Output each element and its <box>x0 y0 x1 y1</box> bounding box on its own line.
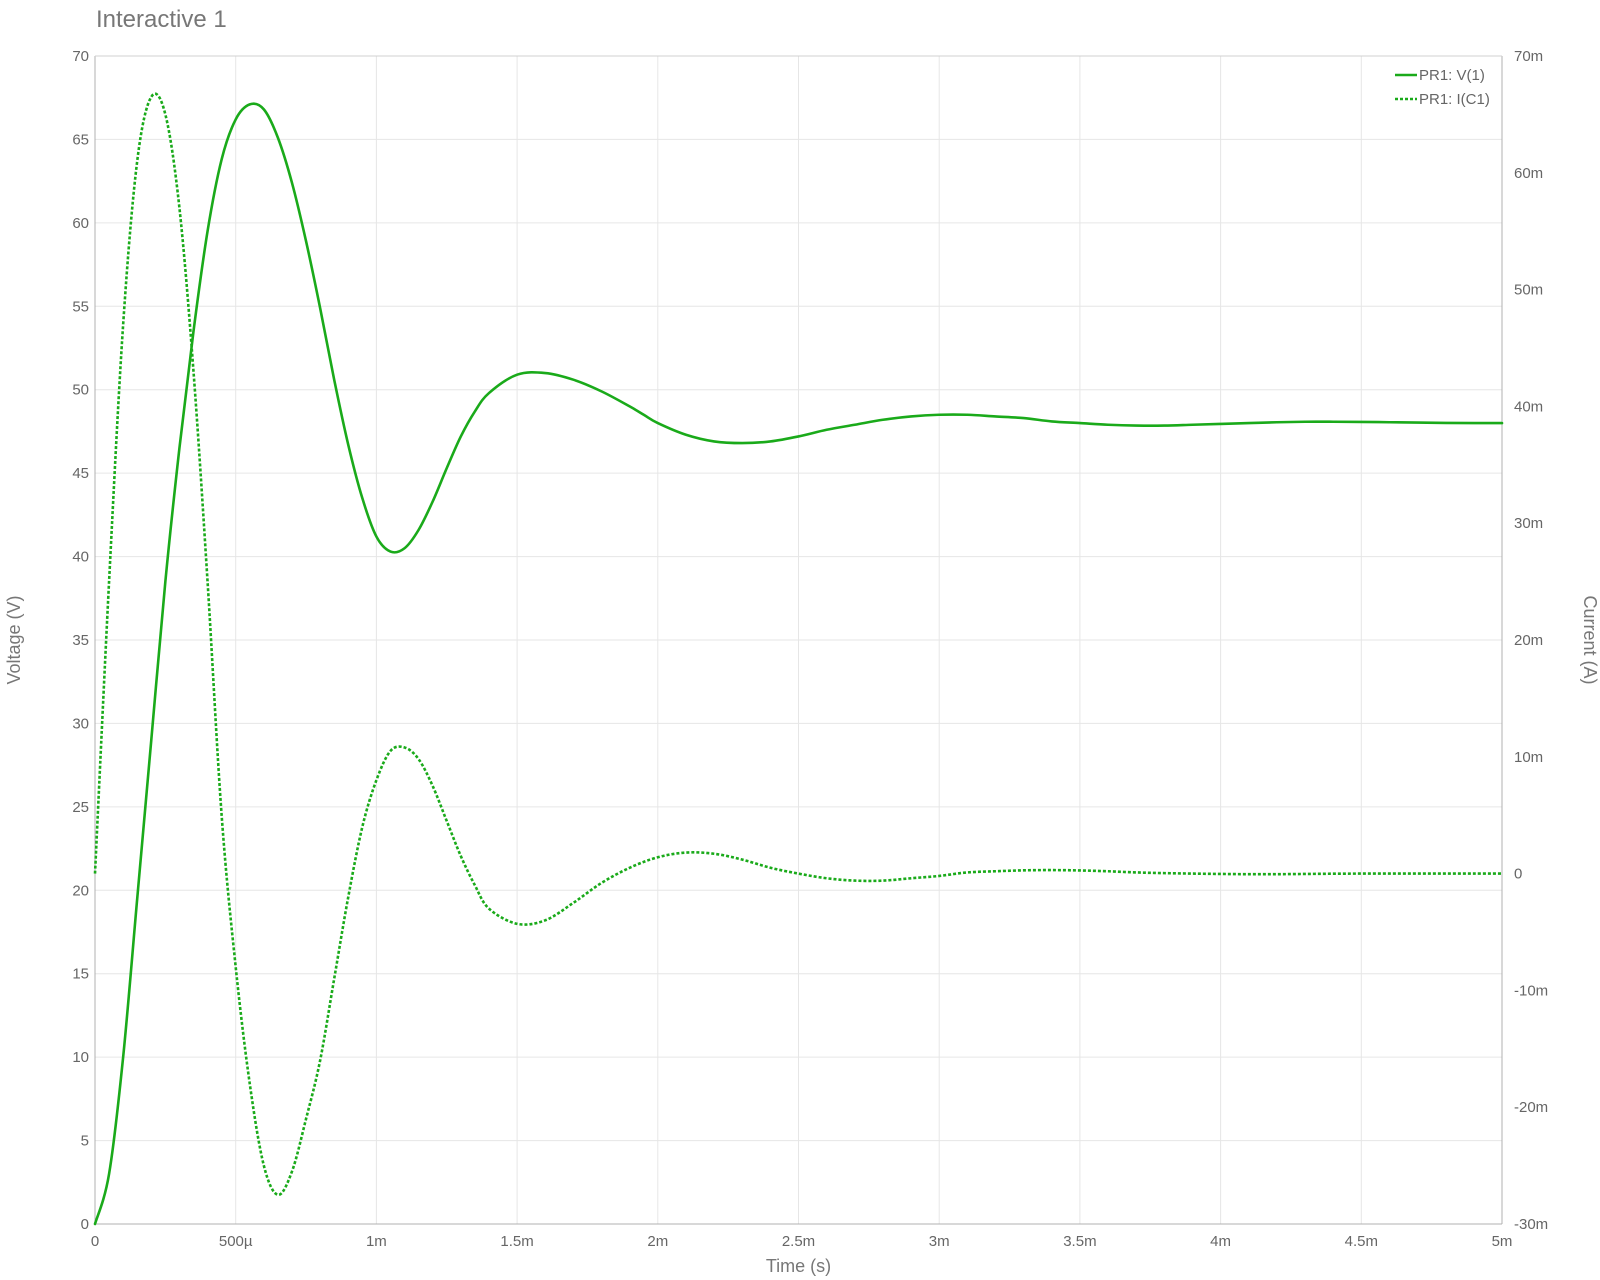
y2-tick-label: -20m <box>1514 1099 1548 1116</box>
series-layer[interactable] <box>93 92 1504 1226</box>
y-tick-label: 10 <box>72 1049 89 1066</box>
y-tick-label: 25 <box>72 799 89 816</box>
axes: 0 500µ 1m 1.5m 2m 2.5m 3m 3.5m 4m 4.5m 5m 0 5 10 15 20 2… <box>72 48 1548 1250</box>
y-tick-label: 0 <box>81 1216 89 1233</box>
x-tick-label: 1m <box>366 1233 387 1250</box>
y-axis-title: Voltage (V) <box>4 595 24 684</box>
x-tick-label: 3.5m <box>1063 1233 1096 1250</box>
x-tick-label: 3m <box>929 1233 950 1250</box>
y-tick-label: 45 <box>72 465 89 482</box>
series-line-2[interactable] <box>93 92 1502 1197</box>
y2-tick-label: 40m <box>1514 398 1543 415</box>
y2-tick-label: 60m <box>1514 165 1543 182</box>
legend[interactable]: PR1: V(1) PR1: I(C1) <box>1395 67 1490 108</box>
x-tick-label: 2.5m <box>782 1233 815 1250</box>
x-tick-label: 4.5m <box>1345 1233 1378 1250</box>
y-tick-label: 50 <box>72 382 89 399</box>
legend-label: PR1: I(C1) <box>1419 91 1490 108</box>
chart-title: Interactive 1 <box>96 6 227 33</box>
x-tick-label: 5m <box>1492 1233 1513 1250</box>
legend-item[interactable]: PR1: V(1) <box>1395 67 1485 84</box>
y-tick-label: 60 <box>72 215 89 232</box>
x-tick-label: 0 <box>91 1233 99 1250</box>
y-tick-label: 65 <box>72 131 89 148</box>
grid <box>94 55 1503 1225</box>
legend-item[interactable]: PR1: I(C1) <box>1395 91 1490 108</box>
y2-tick-label: 30m <box>1514 515 1543 532</box>
y2-tick-label: -30m <box>1514 1216 1548 1233</box>
y2-tick-label: 20m <box>1514 632 1543 649</box>
y2-tick-label: 10m <box>1514 749 1543 766</box>
x-tick-label: 4m <box>1210 1233 1231 1250</box>
y2-tick-label: 70m <box>1514 48 1543 65</box>
y-tick-label: 70 <box>72 48 89 65</box>
y2-axis-title: Current (A) <box>1580 595 1600 684</box>
x-tick-label: 500µ <box>219 1233 253 1250</box>
y-tick-label: 55 <box>72 298 89 315</box>
y-tick-label: 20 <box>72 882 89 899</box>
series-line-1[interactable] <box>93 102 1504 1226</box>
y2-tick-label: 50m <box>1514 282 1543 299</box>
y-tick-label: 15 <box>72 966 89 983</box>
y-tick-label: 5 <box>81 1133 89 1150</box>
y2-tick-label: 0 <box>1514 866 1522 883</box>
y-tick-label: 40 <box>72 549 89 566</box>
x-axis-title: Time (s) <box>766 1256 831 1276</box>
y-tick-label: 35 <box>72 632 89 649</box>
x-tick-label: 2m <box>647 1233 668 1250</box>
legend-label: PR1: V(1) <box>1419 67 1485 84</box>
x-tick-label: 1.5m <box>500 1233 533 1250</box>
y-tick-label: 30 <box>72 715 89 732</box>
y2-tick-label: -10m <box>1514 982 1548 999</box>
